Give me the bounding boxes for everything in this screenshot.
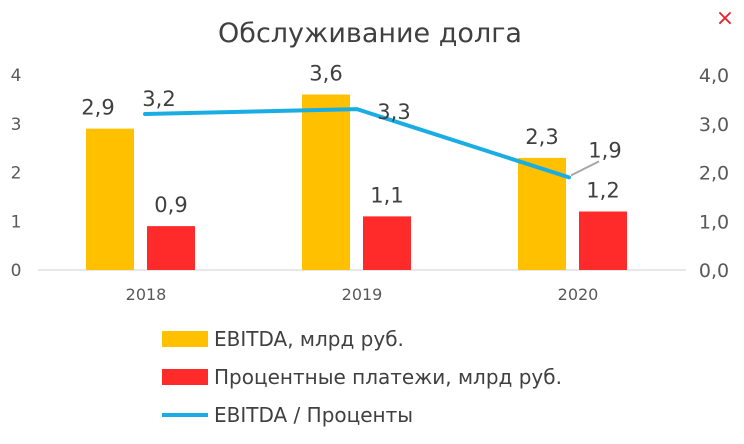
x-axis: 2018 2019 2020 [126, 285, 599, 304]
ratio-line-path [143, 107, 571, 180]
legend-item-ratio: EBITDA / Проценты [162, 396, 562, 434]
bar-ebitda [302, 94, 350, 270]
legend-label-interest: Процентные платежи, млрд руб. [214, 365, 562, 389]
chart-title: Обслуживание долга [218, 18, 522, 49]
right-tick-label: 0,0 [699, 260, 729, 282]
ratio-value-label: 3,2 [142, 87, 175, 111]
ratio-point [355, 107, 359, 111]
bar-value-label: 1,2 [586, 179, 619, 203]
right-tick-label: 2,0 [699, 163, 729, 185]
bar-value-label: 3,6 [309, 62, 342, 86]
legend-swatch-ebitda [162, 331, 208, 347]
left-tick-label: 1 [11, 212, 22, 232]
bar-ebitda [518, 157, 566, 270]
bar-ebitda [86, 128, 134, 270]
legend-item-ebitda: EBITDA, млрд руб. [162, 320, 562, 358]
left-tick-label: 3 [11, 115, 22, 135]
ratio-point [143, 112, 147, 116]
bars [86, 94, 627, 270]
ratio-value-label: 3,3 [377, 100, 410, 124]
right-tick-label: 4,0 [699, 65, 729, 87]
left-tick-label: 4 [11, 66, 22, 86]
legend-swatch-interest [162, 369, 208, 385]
legend-item-interest: Процентные платежи, млрд руб. [162, 358, 562, 396]
x-tick-label: 2019 [342, 285, 383, 304]
bar-value-label: 2,3 [525, 125, 558, 149]
legend: EBITDA, млрд руб. Процентные платежи, мл… [162, 320, 562, 434]
right-axis: 0,0 1,0 2,0 3,0 4,0 [699, 65, 729, 282]
x-tick-label: 2020 [558, 285, 599, 304]
bar-value-label: 1,1 [370, 183, 403, 207]
bar-value-label: 0,9 [154, 193, 187, 217]
bar-interest [147, 226, 195, 270]
left-axis: 0 1 2 3 4 [11, 66, 22, 281]
bar-value-label: 2,9 [81, 96, 114, 120]
close-icon[interactable]: × [715, 6, 735, 31]
bar-labels: 2,9 3,6 2,3 0,9 1,1 1,2 [81, 62, 619, 218]
legend-label-ratio: EBITDA / Проценты [214, 403, 414, 427]
bar-interest [363, 216, 411, 270]
x-tick-label: 2018 [126, 285, 167, 304]
left-tick-label: 2 [11, 164, 22, 184]
right-tick-label: 3,0 [699, 114, 729, 136]
bar-interest [579, 211, 627, 270]
legend-swatch-ratio [162, 413, 208, 417]
ratio-leader-line [570, 160, 600, 177]
ratio-value-label: 1,9 [588, 138, 621, 162]
left-tick-label: 0 [11, 261, 22, 281]
right-tick-label: 1,0 [699, 211, 729, 233]
ratio-line: 3,2 3,3 1,9 [142, 87, 622, 180]
ratio-point [567, 175, 571, 179]
legend-label-ebitda: EBITDA, млрд руб. [214, 327, 404, 351]
